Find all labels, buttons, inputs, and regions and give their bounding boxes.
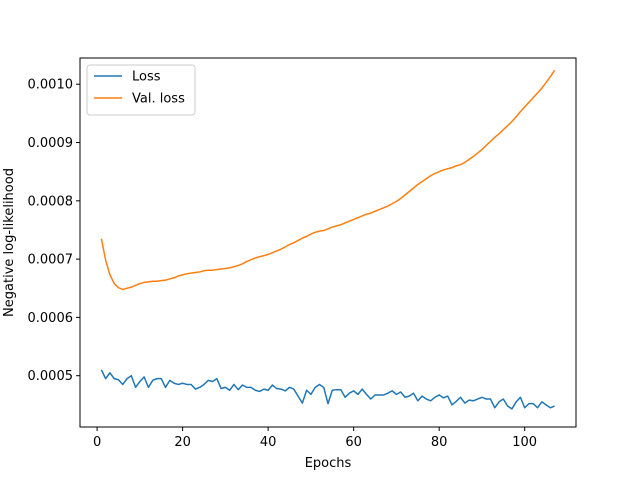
y-tick-label: 0.0010 bbox=[28, 78, 74, 93]
x-tick-label: 20 bbox=[174, 435, 191, 450]
x-tick-label: 80 bbox=[431, 435, 448, 450]
legend-label-val-loss: Val. loss bbox=[132, 92, 185, 107]
y-tick-label: 0.0005 bbox=[28, 369, 74, 384]
x-axis-label: Epochs bbox=[305, 456, 352, 471]
y-axis-ticks: 0.0005 0.0006 0.0007 0.0008 0.0009 0.0010 bbox=[28, 78, 80, 384]
y-axis-label: Negative log-likelihood bbox=[2, 168, 17, 317]
series-layer bbox=[100, 69, 556, 410]
y-tick-label: 0.0006 bbox=[28, 311, 74, 326]
series-line-val-loss bbox=[100, 69, 556, 291]
legend-box bbox=[86, 64, 196, 116]
x-tick-label: 0 bbox=[93, 435, 101, 450]
legend: Loss Val. loss bbox=[86, 64, 196, 116]
y-tick-label: 0.0007 bbox=[28, 253, 74, 268]
x-tick-label: 40 bbox=[260, 435, 277, 450]
axes-frame bbox=[79, 57, 577, 428]
x-axis-ticks: 0 20 40 60 80 100 bbox=[93, 427, 537, 450]
legend-label-loss: Loss bbox=[132, 70, 161, 85]
series-line-loss bbox=[100, 369, 555, 410]
y-tick-label: 0.0008 bbox=[28, 194, 74, 209]
x-tick-label: 60 bbox=[345, 435, 362, 450]
y-tick-label: 0.0009 bbox=[28, 136, 74, 151]
x-tick-label: 100 bbox=[512, 435, 537, 450]
